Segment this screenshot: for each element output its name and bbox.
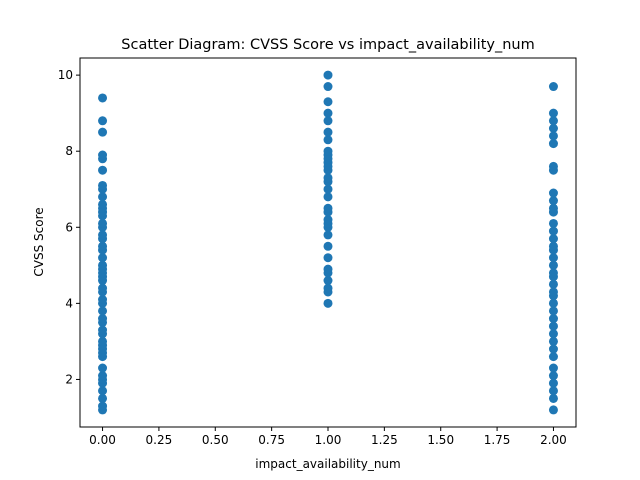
data-point	[323, 192, 333, 202]
data-point	[548, 352, 558, 362]
data-point	[548, 188, 558, 198]
data-point	[98, 260, 108, 270]
data-point	[548, 108, 558, 118]
y-tick-label: 2	[65, 372, 73, 386]
x-tick-label: 1.25	[371, 433, 398, 447]
data-point	[548, 378, 558, 388]
data-point	[323, 283, 333, 293]
data-point	[548, 279, 558, 289]
data-point	[323, 82, 333, 92]
data-point	[548, 253, 558, 263]
x-tick-label: 0.00	[89, 433, 116, 447]
data-point	[323, 108, 333, 118]
data-point	[98, 314, 108, 324]
x-tick-label: 0.25	[146, 433, 173, 447]
data-point	[98, 127, 108, 137]
data-point	[323, 97, 333, 107]
chart-title: Scatter Diagram: CVSS Score vs impact_av…	[121, 37, 534, 53]
y-tick-label: 8	[65, 144, 73, 158]
data-point	[98, 180, 108, 190]
data-point	[548, 260, 558, 270]
data-point	[98, 306, 108, 316]
data-point	[323, 253, 333, 263]
data-point	[98, 241, 108, 251]
data-point	[323, 116, 333, 126]
data-point	[548, 161, 558, 171]
data-point	[548, 321, 558, 331]
data-point	[548, 298, 558, 308]
data-point	[323, 203, 333, 213]
data-point	[548, 226, 558, 236]
data-point	[548, 405, 558, 415]
data-point	[98, 230, 108, 240]
x-axis-ticks: 0.00 0.25 0.50 0.75 1.00 1.25 1.50 1.75 2.00	[89, 427, 567, 447]
data-point	[548, 131, 558, 141]
data-points	[98, 70, 558, 415]
x-tick-label: 1.00	[315, 433, 342, 447]
data-point	[98, 165, 108, 175]
x-tick-label: 2.00	[540, 433, 567, 447]
data-point	[323, 215, 333, 225]
data-point	[98, 363, 108, 373]
data-point	[548, 314, 558, 324]
data-point	[98, 199, 108, 209]
y-axis-ticks: 2 4 6 8 10	[58, 68, 80, 386]
data-point	[323, 241, 333, 251]
data-point	[548, 203, 558, 213]
data-point	[548, 268, 558, 278]
data-point	[98, 393, 108, 403]
data-point	[548, 139, 558, 149]
data-point	[98, 150, 108, 160]
data-point	[98, 253, 108, 263]
data-point	[98, 336, 108, 346]
data-point	[98, 371, 108, 381]
y-tick-label: 10	[58, 68, 73, 82]
data-point	[323, 230, 333, 240]
y-axis-label: CVSS Score	[32, 207, 46, 276]
data-point	[548, 123, 558, 133]
data-point	[98, 218, 108, 228]
data-point	[98, 116, 108, 126]
data-point	[548, 234, 558, 244]
data-point	[548, 386, 558, 396]
data-point	[548, 287, 558, 297]
data-point	[548, 344, 558, 354]
data-point	[98, 325, 108, 335]
data-point	[323, 146, 333, 156]
data-point	[323, 184, 333, 194]
x-tick-label: 0.75	[258, 433, 285, 447]
x-tick-label: 0.50	[202, 433, 229, 447]
data-point	[548, 116, 558, 126]
data-point	[548, 241, 558, 251]
data-point	[98, 93, 108, 103]
data-point	[323, 127, 333, 137]
data-point	[98, 192, 108, 202]
data-point	[548, 363, 558, 373]
data-point	[548, 196, 558, 206]
data-point	[548, 218, 558, 228]
x-tick-label: 1.50	[427, 433, 454, 447]
data-point	[98, 401, 108, 411]
data-point	[98, 295, 108, 305]
x-tick-label: 1.75	[484, 433, 511, 447]
data-point	[323, 173, 333, 183]
data-point	[98, 386, 108, 396]
data-point	[548, 306, 558, 316]
y-tick-label: 6	[65, 220, 73, 234]
data-point	[323, 298, 333, 308]
data-point	[548, 336, 558, 346]
y-tick-label: 4	[65, 296, 73, 310]
data-point	[548, 82, 558, 92]
data-point	[548, 393, 558, 403]
data-point	[323, 135, 333, 145]
data-point	[323, 264, 333, 274]
data-point	[548, 329, 558, 339]
data-point	[98, 283, 108, 293]
x-axis-label: impact_availability_num	[255, 457, 400, 471]
data-point	[323, 276, 333, 286]
data-point	[548, 371, 558, 381]
data-point	[323, 70, 333, 80]
